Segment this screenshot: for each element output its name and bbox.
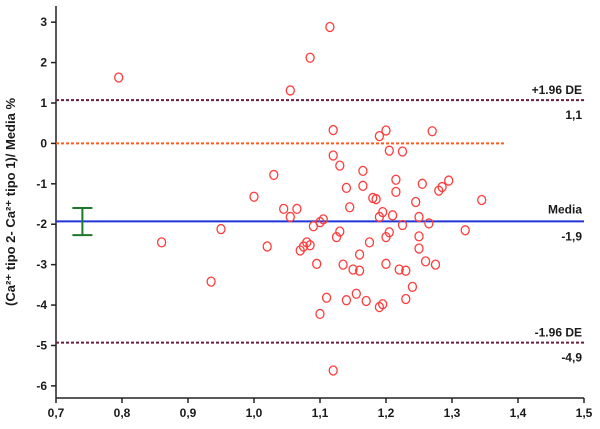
data-point [312,258,322,269]
data-point [305,240,315,251]
data-point [391,174,401,185]
data-point [460,225,470,236]
x-tick-label: 1,0 [246,406,263,420]
y-tick-label: -4 [36,298,47,312]
data-point [269,169,279,181]
data-point [434,185,444,196]
x-tick-label: 1,4 [510,406,527,420]
y-axis-label: (Ca²⁺ tipo 2- Ca²⁺ tipo 1)/ Media % [3,98,18,306]
data-point [364,237,375,248]
data-point [114,72,124,83]
y-tick-label: 3 [40,15,47,29]
lower-limit-label: -1.96 DE [535,326,582,340]
data-point [249,191,259,202]
data-point [335,160,345,171]
data-point [279,203,289,215]
data-point [358,165,368,177]
data-point [387,210,398,221]
y-tick-label: -3 [36,258,47,272]
data-point [354,249,365,260]
data-point [394,264,404,275]
x-tick-label: 1,5 [576,406,593,420]
data-point [391,186,401,198]
data-point [351,288,361,299]
data-point [414,211,424,223]
x-tick-label: 1,1 [312,406,329,420]
data-point [341,182,352,194]
data-point [345,202,355,213]
x-tick-label: 1,3 [444,406,461,420]
data-point [321,292,332,303]
data-point [384,145,394,156]
mean-value: -1,9 [561,229,582,243]
data-point [292,203,302,215]
data-point [401,293,411,305]
data-point [378,299,388,310]
data-point [414,243,424,254]
axes [55,6,584,399]
data-point [417,178,427,189]
lower-limit-value: -4,9 [561,351,582,365]
y-tick-label: 0 [40,136,47,150]
x-tick-label: 1,2 [378,406,395,420]
data-point [444,175,454,186]
x-axis-ticks: 0,7 0,8 0,9 1,0 1,1 1,2 1,3 1,4 1,5 [48,398,593,420]
data-point [407,281,418,293]
y-tick-label: -1 [36,177,47,191]
y-tick-label: -5 [36,338,47,352]
data-point [285,85,295,96]
data-point [411,196,421,208]
data-point [424,218,434,229]
data-point [358,180,368,191]
upper-limit-label: +1.96 DE [532,83,582,97]
data-point [325,21,335,33]
data-point [371,194,381,205]
data-point [477,194,487,206]
data-point [361,295,371,307]
data-point [315,308,325,320]
data-point [318,214,328,225]
y-tick-label: -6 [36,379,47,393]
data-point [354,265,365,276]
data-point [338,259,348,270]
mean-error-bar [72,207,93,237]
data-point [374,130,385,142]
data-point [156,237,167,248]
data-point [378,206,388,218]
data-point [341,295,352,306]
data-point [384,227,394,238]
upper-limit-value: 1,1 [565,108,582,122]
mean-label: Media [548,202,582,216]
x-tick-label: 0,8 [114,406,131,420]
data-point [328,365,338,376]
data-point [348,264,358,275]
data-point [420,256,431,267]
data-point [414,231,424,242]
data-point [328,124,338,136]
x-tick-label: 0,9 [180,406,197,420]
data-point [305,52,315,63]
y-tick-label: 2 [40,56,47,70]
data-point [328,150,338,161]
data-point [397,219,408,231]
data-point [206,276,216,287]
data-point [381,258,391,269]
data-points [114,21,487,376]
data-point [427,126,437,137]
x-tick-label: 0,7 [48,406,65,420]
data-point [262,241,272,252]
data-point [216,223,226,235]
y-tick-label: 1 [40,96,47,110]
data-point [397,146,408,157]
data-point [437,181,447,193]
y-axis-ticks: 3 2 1 0 -1 -2 -3 -4 -5 -6 [36,15,56,393]
data-point [381,125,391,136]
data-point [285,211,295,223]
y-tick-label: -2 [36,217,47,231]
data-point [401,265,411,276]
data-point [430,259,441,270]
data-point [335,226,345,237]
annotations: +1.96 DE 1,1 Media -1,9 -1.96 DE -4,9 [532,83,583,364]
